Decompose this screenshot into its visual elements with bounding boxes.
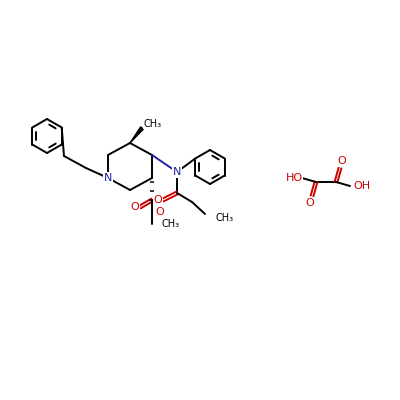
Text: O: O <box>155 207 164 217</box>
Polygon shape <box>130 127 143 143</box>
Text: N: N <box>173 167 181 177</box>
Text: N: N <box>104 173 112 183</box>
Text: CH₃: CH₃ <box>162 219 180 229</box>
Text: OH: OH <box>354 181 370 191</box>
Text: CH₃: CH₃ <box>144 119 162 129</box>
Text: O: O <box>338 156 346 166</box>
Text: O: O <box>131 202 139 212</box>
Text: HO: HO <box>286 173 302 183</box>
Text: O: O <box>154 195 162 205</box>
Text: CH₃: CH₃ <box>215 213 233 223</box>
Text: O: O <box>306 198 314 208</box>
